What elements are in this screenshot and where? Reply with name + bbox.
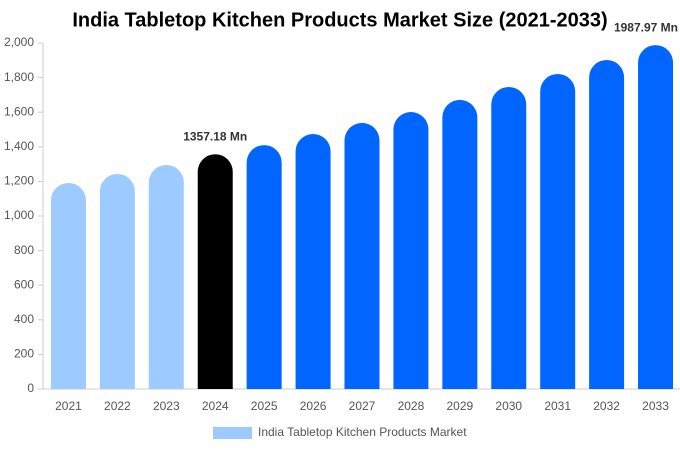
y-tick-label: 1,000: [4, 208, 34, 222]
bar: [491, 86, 527, 389]
y-tick-label: 2,000: [4, 35, 34, 49]
x-tick-label: 2027: [349, 399, 376, 413]
y-tick-label: 1,200: [4, 174, 34, 188]
x-tick-label: 2029: [446, 399, 473, 413]
y-tick-label: 800: [14, 243, 34, 257]
x-tick-label: 2024: [202, 399, 229, 413]
chart-title: India Tabletop Kitchen Products Market S…: [72, 9, 607, 31]
x-tick-label: 2030: [495, 399, 522, 413]
y-tick-label: 1,800: [4, 70, 34, 84]
bar: [638, 45, 674, 390]
bar: [295, 133, 331, 389]
y-tick-label: 1,400: [4, 139, 34, 153]
value-label: 1987.97 Mn: [614, 20, 678, 34]
y-tick-label: 600: [14, 277, 34, 291]
x-tick-label: 2028: [398, 399, 425, 413]
y-tick-label: 200: [14, 347, 34, 361]
bar: [148, 164, 184, 389]
x-tick-label: 2025: [251, 399, 278, 413]
bar: [99, 173, 135, 389]
x-tick-label: 2026: [300, 399, 327, 413]
y-tick-label: 1,600: [4, 104, 34, 118]
x-tick-label: 2033: [642, 399, 669, 413]
x-tick-label: 2031: [544, 399, 571, 413]
bar: [589, 59, 625, 389]
bar: [442, 99, 478, 390]
legend-swatch: [213, 427, 252, 439]
bar: [246, 145, 282, 389]
legend-label: India Tabletop Kitchen Products Market: [258, 425, 467, 439]
y-tick-label: 400: [14, 312, 34, 326]
x-tick-label: 2021: [55, 399, 82, 413]
bar: [344, 122, 380, 389]
x-tick-label: 2032: [593, 399, 620, 413]
x-tick-label: 2022: [104, 399, 131, 413]
bar: [197, 154, 233, 389]
y-tick-label: 0: [27, 381, 34, 395]
bar: [50, 182, 86, 389]
x-tick-label: 2023: [153, 399, 180, 413]
value-label: 1357.18 Mn: [183, 129, 247, 143]
bar: [393, 112, 429, 390]
bar: [540, 73, 576, 389]
